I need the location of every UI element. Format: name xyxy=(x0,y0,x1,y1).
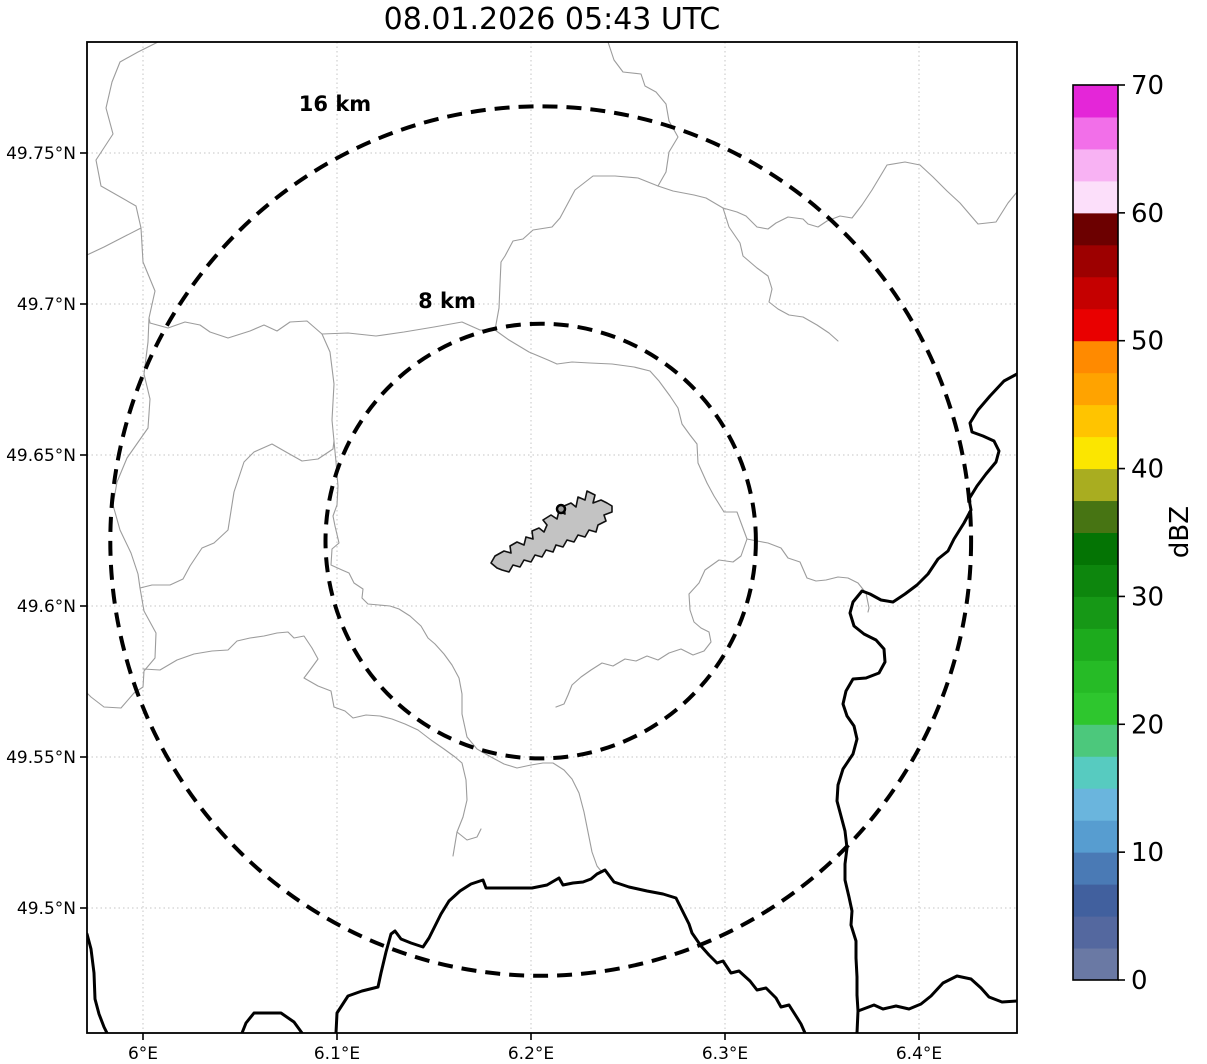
colorbar-axis-label: dBZ xyxy=(1165,505,1195,559)
colorbar-segment xyxy=(1073,244,1118,278)
range-ring-16km-label: 16 km xyxy=(298,92,372,116)
radar-site-marker xyxy=(555,503,567,515)
colorbar-segment xyxy=(1073,788,1118,821)
colorbar-tick-label: 70 xyxy=(1131,71,1164,101)
colorbar-tick-label: 40 xyxy=(1131,455,1164,485)
colorbar-segment xyxy=(1073,820,1118,853)
colorbar-segment xyxy=(1073,756,1118,789)
colorbar-segment xyxy=(1073,212,1118,246)
range-rings xyxy=(108,104,974,978)
y-tick-label: 49.75°N xyxy=(6,144,76,164)
colorbar-segment xyxy=(1073,308,1118,342)
admin-borders xyxy=(87,42,1017,872)
colorbar-segment xyxy=(1073,724,1118,757)
colorbar-tick-label: 10 xyxy=(1131,838,1164,868)
grid-lines xyxy=(87,42,1017,1033)
airport-site-polygon xyxy=(490,490,613,573)
border-south xyxy=(334,868,807,1033)
border-southwest xyxy=(87,932,109,1033)
colorbar-segment xyxy=(1073,852,1118,885)
y-tick-label: 49.6°N xyxy=(17,597,76,617)
colorbar-tick-label: 30 xyxy=(1131,582,1164,612)
country-borders xyxy=(87,372,1017,1033)
colorbar-segment xyxy=(1073,500,1118,533)
colorbar-segment xyxy=(1073,532,1118,565)
colorbar-frame xyxy=(1072,84,1119,981)
colorbar-ticks: 0 10 20 30 40 50 60 70 xyxy=(1118,71,1164,996)
plot-frame xyxy=(86,41,1018,1034)
range-ring-16km xyxy=(108,104,974,978)
y-tick-label: 49.7°N xyxy=(17,295,76,315)
colorbar-segment xyxy=(1073,340,1118,374)
colorbar-segment xyxy=(1073,276,1118,310)
colorbar-segment xyxy=(1073,948,1118,981)
border-hat xyxy=(240,1011,304,1033)
axis-ticks xyxy=(80,152,920,1040)
x-tick-label: 6.2°E xyxy=(508,1044,554,1064)
colorbar-tick-label: 60 xyxy=(1131,199,1164,229)
colorbar-segment xyxy=(1073,468,1118,502)
x-tick-label: 6°E xyxy=(128,1044,158,1064)
colorbar-segment xyxy=(1073,692,1118,725)
colorbar-segments xyxy=(1073,85,1118,981)
colorbar-segment xyxy=(1073,596,1118,629)
colorbar-tick-label: 0 xyxy=(1131,966,1148,996)
colorbar-segment xyxy=(1073,372,1118,406)
border-southeast xyxy=(856,974,1017,1013)
y-tick-label: 49.5°N xyxy=(17,899,76,919)
axis-tick-labels: 6°E 6.1°E 6.2°E 6.3°E 6.4°E 49.75°N 49.7°N 49.6… xyxy=(6,144,942,1064)
colorbar-segment xyxy=(1073,180,1118,214)
y-tick-label: 49.55°N xyxy=(6,748,76,768)
x-tick-label: 6.4°E xyxy=(896,1044,942,1064)
y-tick-label: 49.65°N xyxy=(6,446,76,466)
colorbar-segment xyxy=(1073,436,1118,470)
colorbar-segment xyxy=(1073,916,1118,949)
x-tick-label: 6.1°E xyxy=(314,1044,360,1064)
plot-title: 08.01.2026 05:43 UTC xyxy=(383,2,721,37)
colorbar-segment xyxy=(1073,148,1118,182)
colorbar-segment xyxy=(1073,884,1118,917)
colorbar-segment xyxy=(1073,660,1118,693)
x-tick-label: 6.3°E xyxy=(702,1044,748,1064)
colorbar-tick-label: 20 xyxy=(1131,710,1164,740)
colorbar-segment xyxy=(1073,564,1118,597)
range-ring-8km-label: 8 km xyxy=(418,289,476,313)
colorbar-segment xyxy=(1073,628,1118,661)
range-ring-8km xyxy=(323,321,758,761)
colorbar-segment xyxy=(1073,116,1118,150)
colorbar-tick-label: 50 xyxy=(1131,327,1164,357)
colorbar-segment xyxy=(1073,85,1118,118)
river-moselle xyxy=(835,372,1017,1033)
colorbar-segment xyxy=(1073,404,1118,438)
